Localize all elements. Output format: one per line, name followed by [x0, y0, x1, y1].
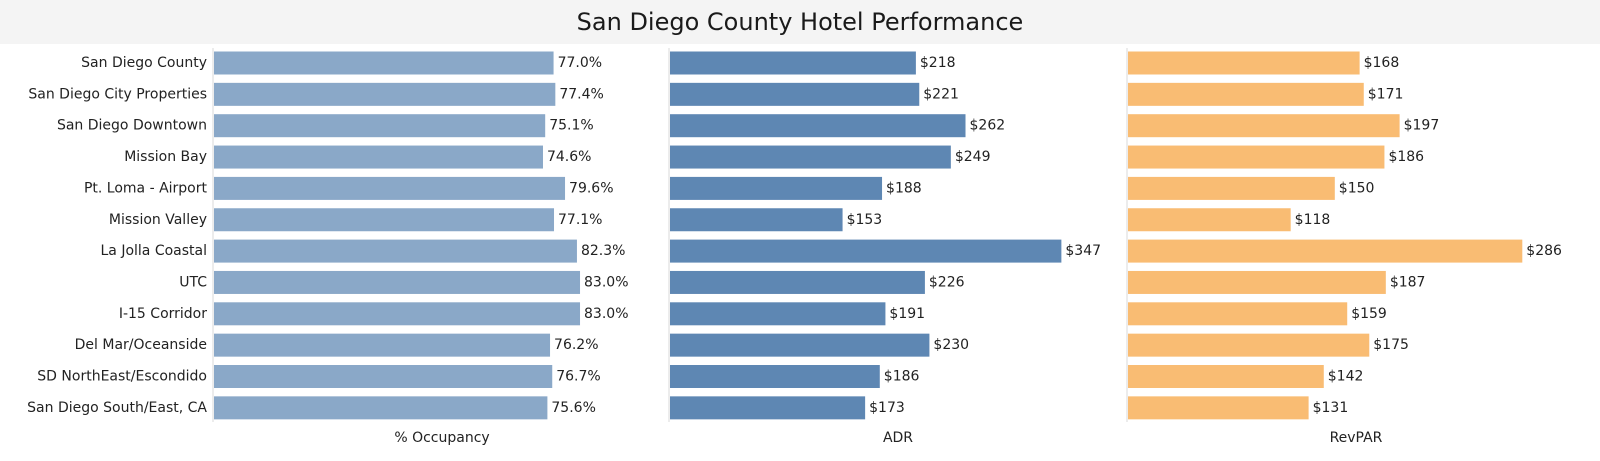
data-label: $171 [1368, 86, 1404, 102]
bar [1128, 239, 1523, 263]
bar [1128, 208, 1291, 232]
bar [670, 114, 966, 138]
category-label: San Diego Downtown [57, 118, 207, 134]
category-label: Mission Bay [124, 149, 207, 165]
data-label: $197 [1404, 118, 1440, 134]
chart-title-bar: San Diego County Hotel Performance [0, 0, 1600, 44]
data-label: $221 [923, 86, 959, 102]
data-label: 83.0% [584, 274, 628, 290]
chart-title: San Diego County Hotel Performance [576, 8, 1024, 36]
bar [214, 82, 556, 106]
data-label: 74.6% [547, 149, 591, 165]
data-label: 76.7% [556, 369, 600, 385]
category-label: UTC [179, 274, 207, 290]
bar [1128, 333, 1370, 357]
bar-chart: San Diego County San Diego City Propertie… [27, 48, 1562, 446]
bar [214, 239, 577, 263]
bar [214, 145, 543, 169]
bar [1128, 302, 1348, 326]
bar [670, 51, 916, 75]
category-label: Del Mar/Oceanside [75, 337, 207, 353]
data-label: $230 [933, 337, 969, 353]
category-label: I-15 Corridor [119, 306, 207, 322]
bar [1128, 176, 1335, 200]
bar [670, 176, 883, 200]
bar [1128, 396, 1309, 420]
data-label: 82.3% [581, 243, 625, 259]
category-label: San Diego City Properties [28, 86, 207, 102]
data-label: $153 [847, 212, 883, 228]
bar [670, 239, 1062, 263]
data-label: $168 [1364, 55, 1400, 71]
bar [670, 82, 920, 106]
category-label: La Jolla Coastal [100, 243, 207, 259]
data-label: $142 [1328, 369, 1364, 385]
category-label: SD NorthEast/Escondido [37, 369, 207, 385]
bar [214, 51, 554, 75]
data-label: $286 [1526, 243, 1562, 259]
bar [1128, 114, 1400, 138]
data-label: $187 [1390, 274, 1426, 290]
data-label: $186 [884, 369, 920, 385]
bar [214, 176, 566, 200]
category-label: Mission Valley [109, 212, 207, 228]
bar [1128, 365, 1324, 388]
bar [214, 396, 548, 420]
bar [214, 302, 581, 326]
bar [214, 270, 581, 294]
data-label: $118 [1295, 212, 1331, 228]
data-label: 75.6% [551, 400, 595, 416]
data-label: 83.0% [584, 306, 628, 322]
data-label: $150 [1339, 180, 1375, 196]
data-label: $191 [889, 306, 925, 322]
data-label: $188 [886, 180, 922, 196]
bar [670, 145, 951, 169]
category-label: San Diego County [81, 55, 207, 71]
bar [670, 333, 930, 357]
data-label: $131 [1313, 400, 1349, 416]
axis-title: RevPAR [1330, 430, 1383, 446]
bar [1128, 270, 1386, 294]
category-label: San Diego South/East, CA [27, 400, 207, 416]
data-label: $175 [1373, 337, 1409, 353]
data-label: 76.2% [554, 337, 598, 353]
axis-title: % Occupancy [394, 430, 489, 446]
bar [1128, 82, 1364, 106]
bar [214, 365, 553, 388]
bar [1128, 145, 1385, 169]
data-label: $249 [955, 149, 991, 165]
bar [214, 114, 546, 138]
data-label: $159 [1351, 306, 1387, 322]
data-label: 79.6% [569, 180, 613, 196]
bar [670, 396, 866, 420]
axis-title: ADR [883, 430, 913, 446]
bar [670, 208, 843, 232]
data-label: $173 [869, 400, 905, 416]
data-label: $347 [1065, 243, 1101, 259]
bar [670, 302, 886, 326]
data-label: 77.4% [559, 86, 603, 102]
bar [670, 270, 925, 294]
data-label: $262 [970, 118, 1006, 134]
data-label: $186 [1388, 149, 1424, 165]
bar [214, 333, 551, 357]
bar [214, 208, 555, 232]
data-label: $218 [920, 55, 956, 71]
data-label: 75.1% [549, 118, 593, 134]
data-label: $226 [929, 274, 965, 290]
bar [670, 365, 880, 388]
category-label: Pt. Loma - Airport [84, 180, 208, 196]
data-label: 77.0% [558, 55, 602, 71]
bar [1128, 51, 1360, 75]
data-label: 77.1% [558, 212, 602, 228]
